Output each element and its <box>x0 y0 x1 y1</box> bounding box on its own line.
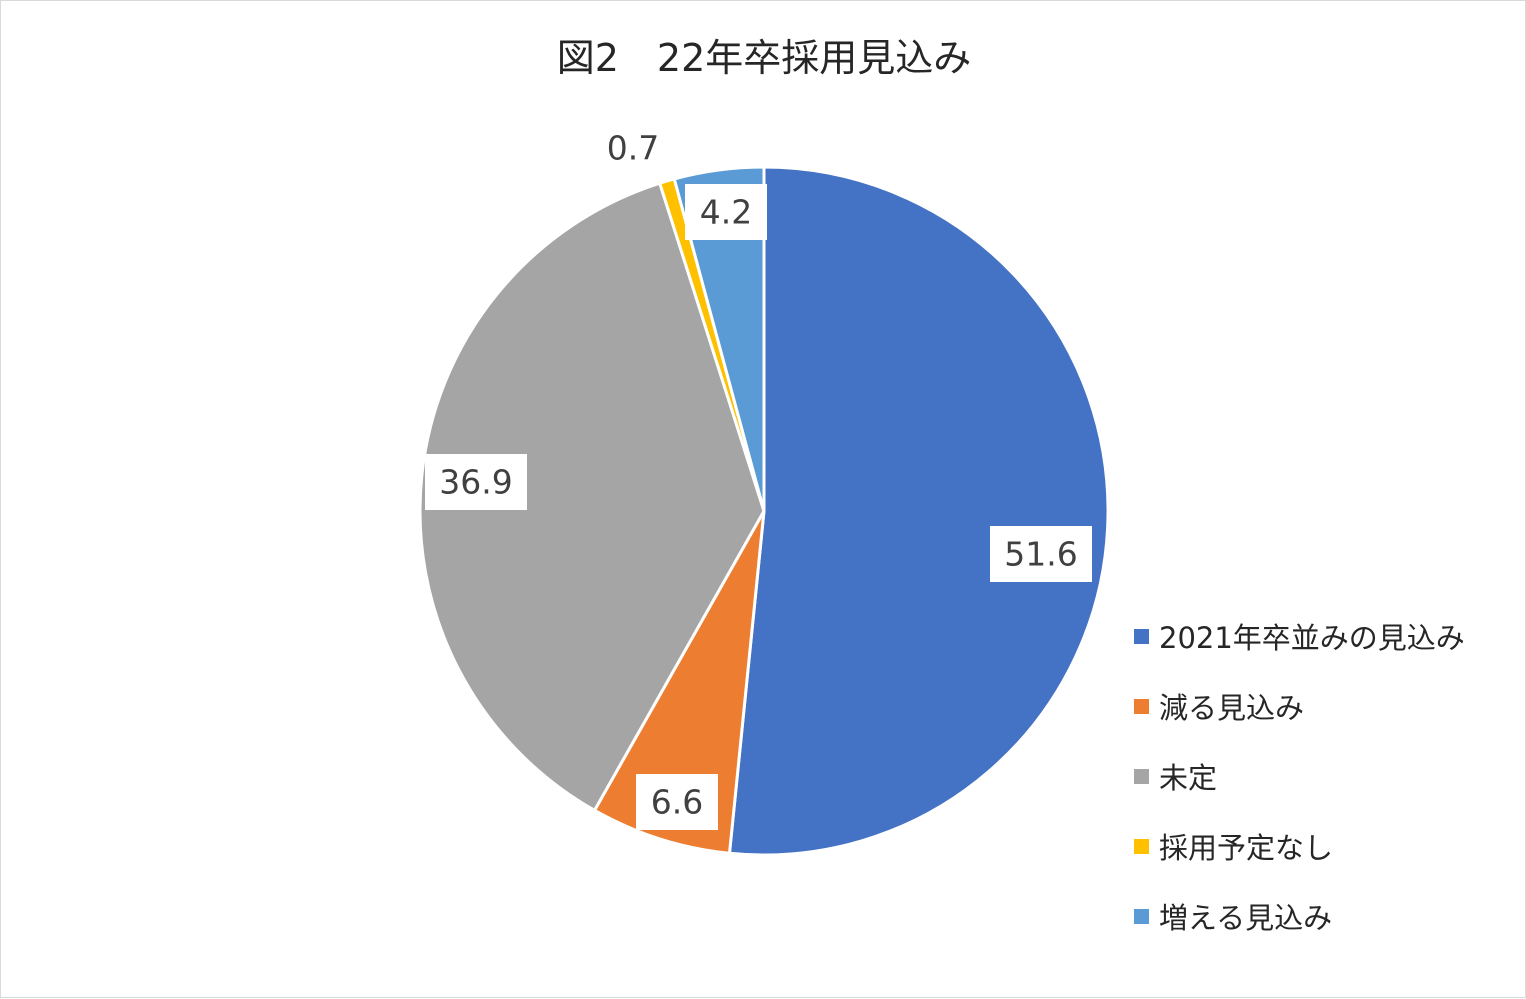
data-label-box-3 <box>425 454 527 510</box>
data-label-4: 0.7 <box>607 129 659 168</box>
legend-label-2: 減る見込み <box>1159 691 1305 725</box>
legend-label-1: 2021年卒並みの見込み <box>1159 621 1465 655</box>
legend-label-5: 増える見込み <box>1159 901 1333 935</box>
legend-item-3: 未定 <box>1134 741 1465 811</box>
legend-item-1: 2021年卒並みの見込み <box>1134 601 1465 671</box>
legend-swatch-3 <box>1134 768 1149 784</box>
pie-slice-2 <box>593 509 766 855</box>
pie-slice-3 <box>418 181 766 812</box>
legend-label-3: 未定 <box>1159 761 1218 795</box>
legend-swatch-1 <box>1134 628 1149 644</box>
data-label-box-2 <box>636 774 718 830</box>
legend: 2021年卒並みの見込み 減る見込み未定採用予定なし 増える見込み <box>1134 601 1465 951</box>
data-label-1: 51.6 <box>1004 535 1077 574</box>
data-label-2: 6.6 <box>651 783 703 822</box>
data-label-box-5 <box>685 184 767 240</box>
legend-item-2: 減る見込み <box>1134 671 1465 741</box>
chart-title: 図2 22年卒採用見込み <box>556 36 972 80</box>
legend-item-5: 増える見込み <box>1134 881 1465 951</box>
legend-swatch-2 <box>1134 698 1149 714</box>
pie-slice-1 <box>727 165 1110 857</box>
data-label-box-1 <box>990 526 1092 582</box>
legend-item-4: 採用予定なし <box>1134 811 1465 881</box>
data-label-5: 4.2 <box>700 193 752 232</box>
legend-swatch-4 <box>1134 838 1149 854</box>
pie-slice-5 <box>672 165 766 513</box>
legend-label-4: 採用予定なし <box>1159 831 1334 865</box>
legend-swatch-5 <box>1134 908 1149 924</box>
data-label-3: 36.9 <box>439 463 512 502</box>
